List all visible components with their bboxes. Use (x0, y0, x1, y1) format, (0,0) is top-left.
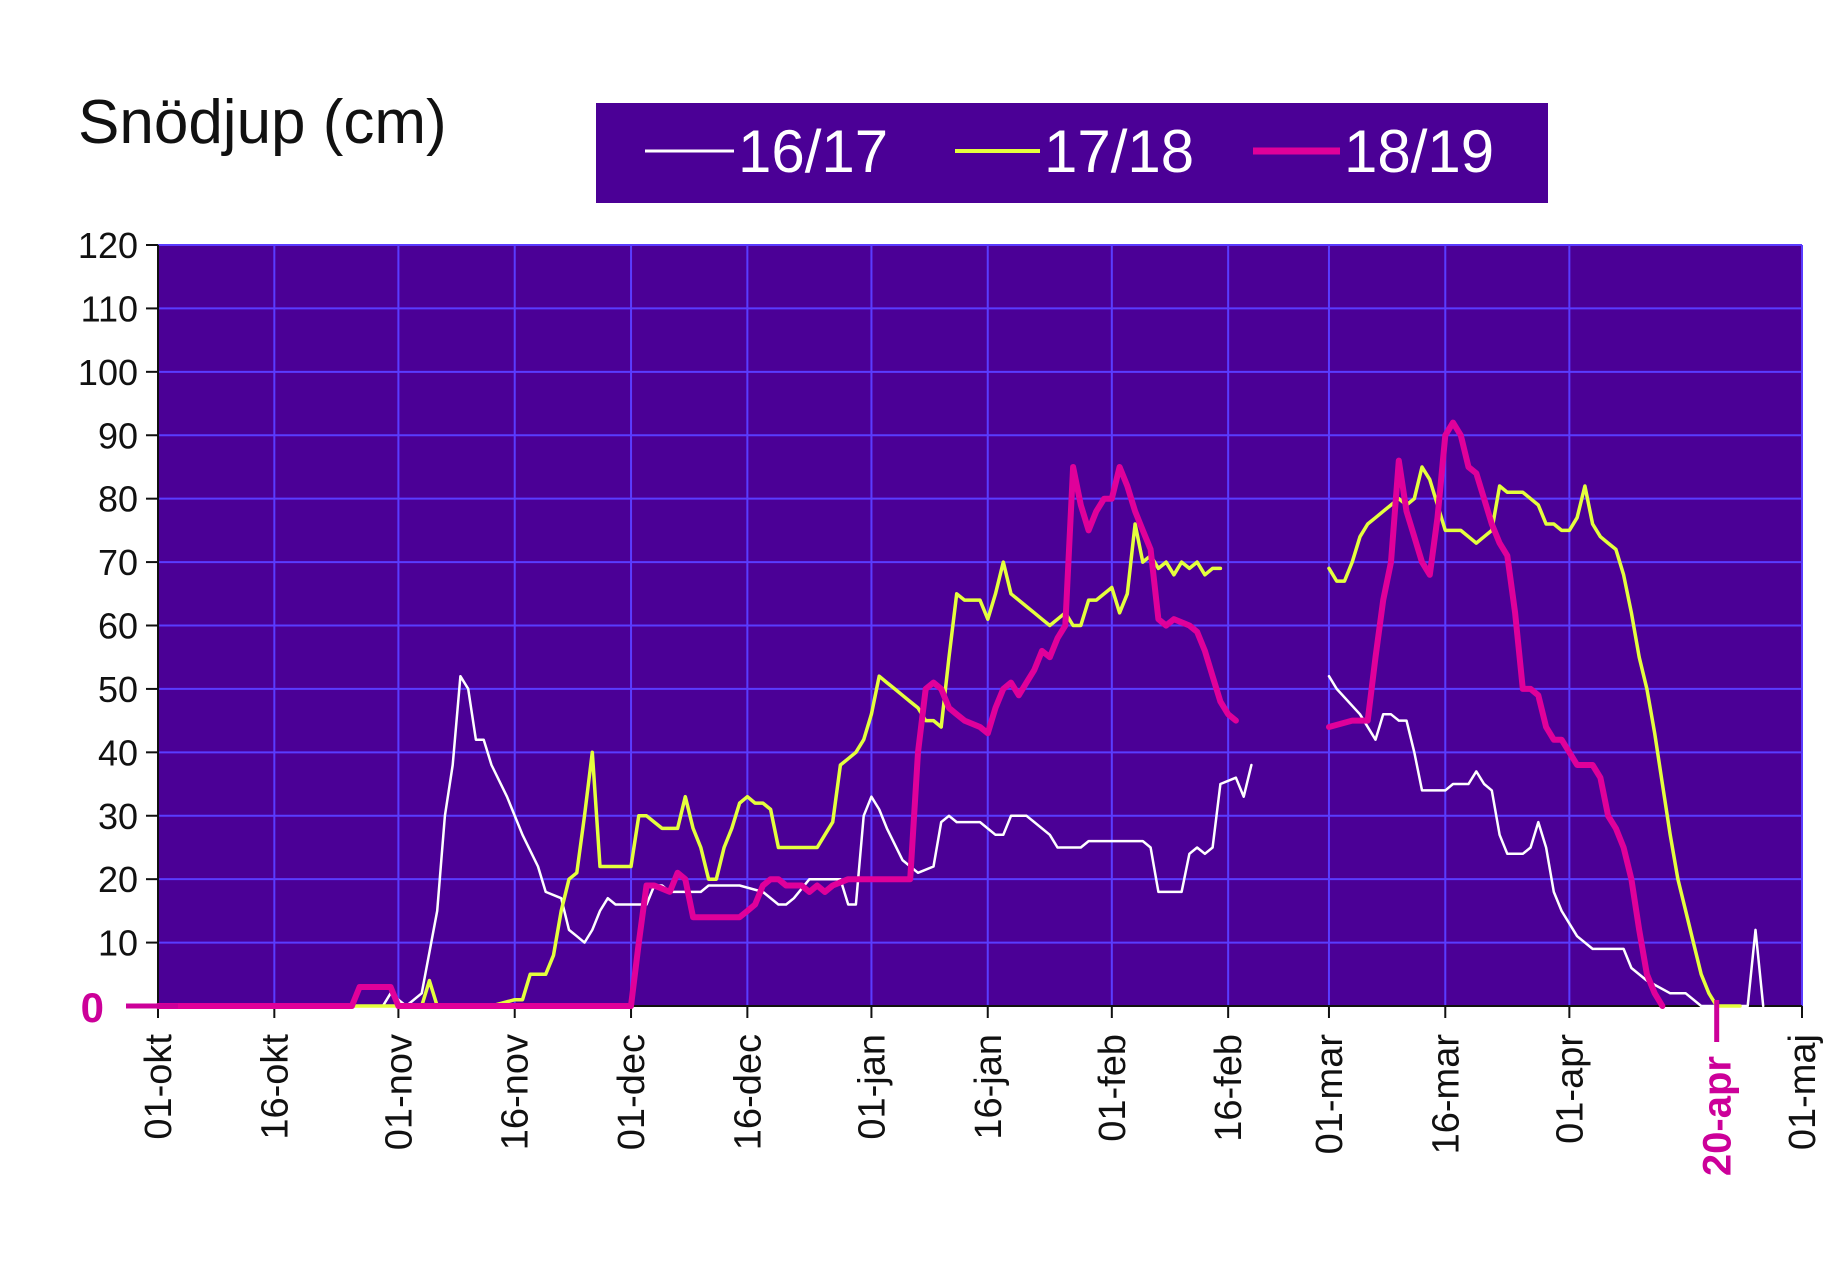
x-tick-label-01-maj: 01-maj (1782, 1034, 1824, 1150)
x-tick-label-01-nov: 01-nov (378, 1034, 420, 1150)
legend: 16/17 17/18 18/19 (596, 103, 1548, 203)
x-tick-label-16-jan: 16-jan (968, 1034, 1010, 1140)
x-tick-label-01-feb: 01-feb (1092, 1034, 1134, 1142)
legend-label-17-18: 17/18 (1044, 118, 1194, 185)
series-layer (155, 419, 1765, 1009)
y-tick-label-10: 10 (98, 923, 138, 964)
zero-annotation: 0 (81, 984, 104, 1031)
y-tick-label-100: 100 (78, 352, 138, 393)
x-tick-label-01-mar: 01-mar (1309, 1034, 1351, 1155)
legend-label-18-19: 18/19 (1344, 118, 1494, 185)
legend-label-16-17: 16/17 (738, 118, 888, 185)
x-ticks: 01-okt 16-okt 01-nov 16-nov 01-dec 16-dec 01-j… (138, 1034, 1824, 1155)
x-tick-label-16-nov: 16-nov (495, 1034, 537, 1150)
y-ticks: 10 20 30 40 50 60 70 80 90 100 110 120 (78, 225, 138, 964)
y-tick-label-50: 50 (98, 669, 138, 710)
y-tick-label-120: 120 (78, 225, 138, 266)
x-tick-label-16-dec: 16-dec (727, 1034, 769, 1150)
y-tick-label-40: 40 (98, 732, 138, 773)
x-tick-label-01-apr: 01-apr (1549, 1034, 1591, 1144)
apr20-annotation-label: 20-apr (1696, 1056, 1740, 1176)
x-tick-label-16-feb: 16-feb (1208, 1034, 1250, 1142)
x-tick-label-16-mar: 16-mar (1425, 1034, 1467, 1155)
grid (158, 244, 1803, 1006)
x-tick-label-16-okt: 16-okt (254, 1034, 296, 1140)
y-tick-label-60: 60 (98, 606, 138, 647)
annotations: 0 20-apr (81, 984, 1740, 1176)
x-tick-label-01-okt: 01-okt (138, 1034, 180, 1140)
x-tick-label-01-dec: 01-dec (611, 1034, 653, 1150)
legend-box (596, 103, 1548, 203)
chart-title: Snödjup (cm) (78, 88, 447, 157)
series-line-18-19 (155, 419, 1666, 1009)
series-line-17-18 (156, 465, 1742, 1008)
y-tick-label-30: 30 (98, 796, 138, 837)
y-tick-label-20: 20 (98, 859, 138, 900)
y-tick-label-70: 70 (98, 542, 138, 583)
y-tick-label-110: 110 (81, 288, 138, 329)
y-tick-label-90: 90 (98, 415, 138, 456)
y-tick-label-80: 80 (98, 479, 138, 520)
x-tick-label-01-jan: 01-jan (851, 1034, 893, 1140)
